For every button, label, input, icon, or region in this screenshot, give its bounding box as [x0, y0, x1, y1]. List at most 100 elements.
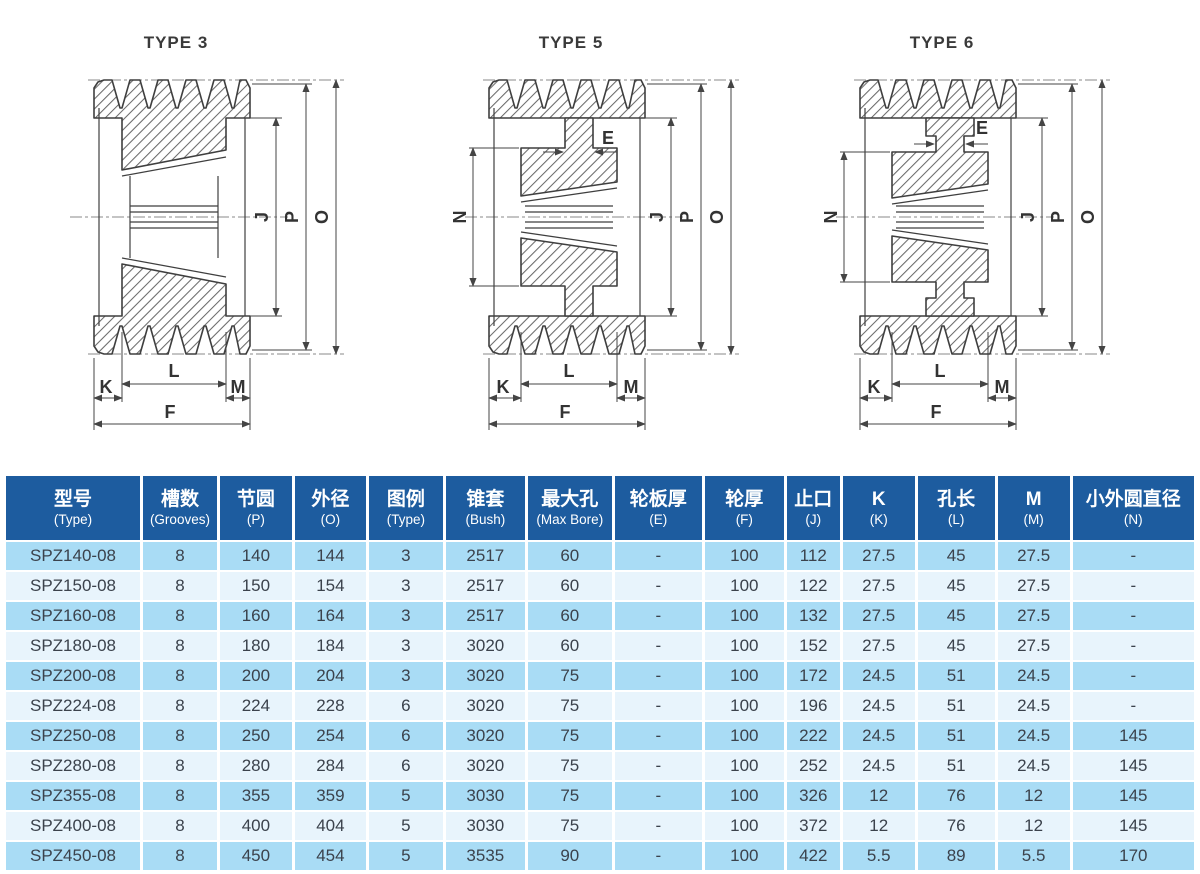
table-cell: 100: [704, 842, 787, 872]
table-cell: 200: [219, 662, 295, 692]
column-header: 最大孔 (Max Bore): [527, 476, 615, 542]
table-cell: -: [614, 692, 705, 722]
dim-label-k: K: [497, 377, 510, 397]
table-cell: 132: [786, 602, 843, 632]
table-cell: 152: [786, 632, 843, 662]
table-cell: 8: [142, 812, 220, 842]
dim-label-e: E: [602, 128, 614, 148]
table-cell: 6: [368, 752, 446, 782]
table-cell: 3535: [445, 842, 528, 872]
table-cell: -: [1072, 572, 1194, 602]
table-cell: 51: [917, 722, 998, 752]
dim-label-l: L: [169, 361, 180, 381]
dim-label-p: P: [677, 211, 697, 223]
table-cell: SPZ160-08: [6, 602, 143, 632]
table-cell: 45: [917, 602, 998, 632]
table-cell: -: [614, 752, 705, 782]
diagram-title: TYPE 3: [144, 33, 209, 52]
table-cell: 250: [219, 722, 295, 752]
table-cell: 359: [294, 782, 369, 812]
table-cell: 75: [527, 812, 615, 842]
dim-label-j: J: [647, 212, 667, 222]
dim-label-j: J: [1018, 212, 1038, 222]
table-cell: 2517: [445, 542, 528, 572]
table-cell: -: [1072, 542, 1194, 572]
table-cell: 8: [142, 572, 220, 602]
table-cell: SPZ250-08: [6, 722, 143, 752]
table-cell: 224: [219, 692, 295, 722]
table-cell: -: [1072, 692, 1194, 722]
table-row: SPZ200-08 8 200 204 3 3020 75-100 172 24.5 51 24.5…: [6, 662, 1194, 692]
table-cell: 284: [294, 752, 369, 782]
table-cell: 27.5: [842, 602, 918, 632]
table-cell: 75: [527, 752, 615, 782]
table-cell: 8: [142, 692, 220, 722]
table-cell: 8: [142, 542, 220, 572]
dim-label-n: N: [450, 211, 470, 224]
table-cell: 24.5: [997, 662, 1073, 692]
table-cell: 3020: [445, 752, 528, 782]
table-cell: 27.5: [997, 542, 1073, 572]
header-row: 型号 (Type) 槽数 (Grooves) 节圆 (P) 外径 (O) 图例 (Type) 锥套(…: [6, 476, 1194, 542]
table-cell: 100: [704, 632, 787, 662]
table-cell: 280: [219, 752, 295, 782]
column-header: 节圆 (P): [219, 476, 295, 542]
table-cell: 60: [527, 542, 615, 572]
table-row: SPZ450-08 8 450 454 5 3535 90-100 422 5.5 89 5.5 17…: [6, 842, 1194, 872]
spec-table: 型号 (Type) 槽数 (Grooves) 节圆 (P) 外径 (O) 图例 (Type) 锥套(…: [6, 476, 1194, 872]
table-cell: 8: [142, 722, 220, 752]
table-cell: 228: [294, 692, 369, 722]
table-row: SPZ150-08 8 150 154 3 2517 60-100 122 27.5 45 27.5…: [6, 572, 1194, 602]
table-cell: 112: [786, 542, 843, 572]
table-cell: 145: [1072, 782, 1194, 812]
type-6-diagram: TYPE 6: [821, 33, 1110, 430]
table-cell: 27.5: [997, 602, 1073, 632]
column-header: 锥套 (Bush): [445, 476, 528, 542]
table-cell: 3020: [445, 692, 528, 722]
dim-label-f: F: [931, 402, 942, 422]
table-cell: 3: [368, 572, 446, 602]
table-cell: -: [614, 542, 705, 572]
table-cell: 27.5: [842, 572, 918, 602]
table-cell: 3: [368, 662, 446, 692]
table-cell: 222: [786, 722, 843, 752]
table-cell: 122: [786, 572, 843, 602]
column-header: 槽数 (Grooves): [142, 476, 220, 542]
table-cell: 75: [527, 722, 615, 752]
table-cell: 45: [917, 542, 998, 572]
dim-label-o: O: [312, 210, 332, 224]
table-cell: 164: [294, 602, 369, 632]
column-header: 小外圆直径 (N): [1072, 476, 1194, 542]
dim-label-f: F: [165, 402, 176, 422]
table-cell: 12: [842, 782, 918, 812]
table-cell: 140: [219, 542, 295, 572]
dim-label-l: L: [564, 361, 575, 381]
table-cell: 8: [142, 632, 220, 662]
table-cell: -: [614, 812, 705, 842]
table-cell: 24.5: [997, 722, 1073, 752]
table-cell: 5.5: [997, 842, 1073, 872]
table-cell: 180: [219, 632, 295, 662]
type-5-diagram: TYPE 5: [450, 33, 739, 430]
table-cell: SPZ200-08: [6, 662, 143, 692]
table-cell: 450: [219, 842, 295, 872]
table-cell: 100: [704, 662, 787, 692]
table-cell: 75: [527, 662, 615, 692]
table-cell: SPZ140-08: [6, 542, 143, 572]
column-header: 轮厚 (F): [704, 476, 787, 542]
table-cell: 2517: [445, 602, 528, 632]
table-cell: 8: [142, 782, 220, 812]
table-cell: -: [614, 602, 705, 632]
table-cell: SPZ355-08: [6, 782, 143, 812]
dim-label-m: M: [624, 377, 639, 397]
table-row: SPZ280-08 8 280 284 6 3020 75-100 252 24.5 51 24.5…: [6, 752, 1194, 782]
table-cell: 6: [368, 722, 446, 752]
table-cell: 204: [294, 662, 369, 692]
table-cell: -: [614, 842, 705, 872]
table-cell: 3: [368, 542, 446, 572]
table-cell: 5: [368, 782, 446, 812]
table-cell: -: [614, 722, 705, 752]
dim-label-p: P: [1048, 211, 1068, 223]
table-cell: 60: [527, 572, 615, 602]
